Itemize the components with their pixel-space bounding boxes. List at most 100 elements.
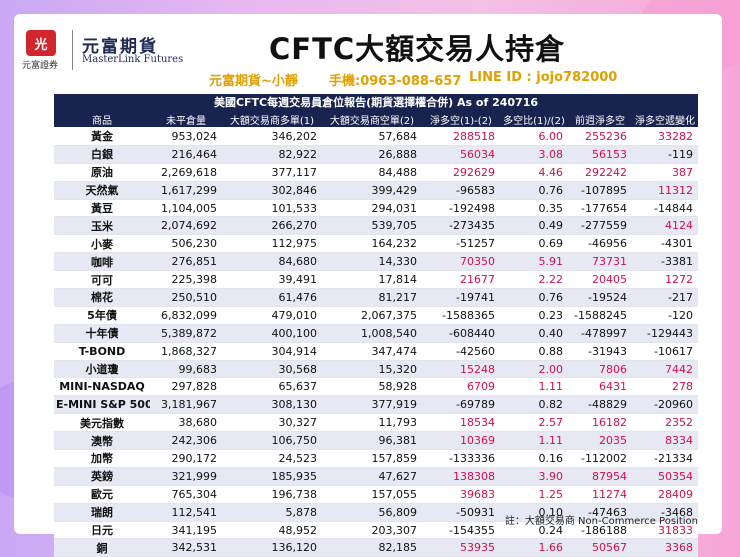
table-cell: 47,627 xyxy=(322,467,422,486)
table-cell: 0.16 xyxy=(500,449,568,468)
table-cell: 61,476 xyxy=(222,288,322,307)
table-cell: 56,809 xyxy=(322,503,422,522)
table-cell: 16182 xyxy=(568,413,632,433)
contact-agent: 元富期貨~小靜 xyxy=(209,74,298,89)
table-cell: 290,172 xyxy=(150,449,222,468)
table-cell: 39683 xyxy=(422,485,500,504)
table-cell: 10369 xyxy=(422,431,500,451)
table-cell: 292242 xyxy=(568,163,632,182)
footnote: 註：大額交易商 Non-Commerce Position xyxy=(504,516,698,527)
table-cell: 14,330 xyxy=(322,252,422,272)
table-row: 咖啡 276,851 84,680 14,330 70350 5.91 73731 -3381 xyxy=(54,252,698,272)
table-cell: 0.23 xyxy=(500,306,568,325)
commodity-name: 日元 xyxy=(54,521,150,540)
table-cell: 7806 xyxy=(568,360,632,379)
table-cell: 21677 xyxy=(422,270,500,290)
table-cell: -120 xyxy=(632,306,698,325)
commodity-name: 白銀 xyxy=(54,145,150,164)
table-cell: 479,010 xyxy=(222,306,322,325)
table-cell: 96,381 xyxy=(322,431,422,451)
table-cell: 53935 xyxy=(422,538,500,557)
table-cell: 255236 xyxy=(568,127,632,146)
table-cell: 2,074,692 xyxy=(150,216,222,236)
table-cell: 2,269,618 xyxy=(150,163,222,182)
commodity-name: T-BOND xyxy=(54,342,150,361)
table-cell: -19741 xyxy=(422,288,500,307)
table-cell: 342,531 xyxy=(150,538,222,557)
commodity-name: 瑞朗 xyxy=(54,503,150,522)
table-cell: 0.24 xyxy=(500,521,568,540)
table-row: 5年債 6,832,099 479,010 2,067,375 -1588365 0.23… xyxy=(54,306,698,325)
table-cell: 0.10 xyxy=(500,503,568,522)
table-cell: 50567 xyxy=(568,538,632,557)
column-header: 大額交易商多單(1) xyxy=(222,111,322,128)
table-cell: -277559 xyxy=(568,216,632,236)
table-cell: 321,999 xyxy=(150,467,222,486)
table-cell: 3,181,967 xyxy=(150,395,222,415)
table-cell: -129443 xyxy=(632,324,698,343)
table-caption: 美國CFTC每週交易員倉位報告(期貨選擇權合併) As of 240716 xyxy=(54,94,698,111)
commodity-name: 十年債 xyxy=(54,324,150,343)
commodity-name: 歐元 xyxy=(54,485,150,504)
table-cell: 82,185 xyxy=(322,538,422,557)
table-row: 小麥 506,230 112,975 164,232 -51257 0.69 -46956-… xyxy=(54,234,698,254)
commodity-name: 黃豆 xyxy=(54,199,150,218)
table-cell: -14844 xyxy=(632,199,698,218)
table-cell: 953,024 xyxy=(150,127,222,146)
brand-name: 元富期貨 xyxy=(82,37,158,57)
table-cell: 26,888 xyxy=(322,145,422,164)
table-cell: 347,474 xyxy=(322,342,422,361)
table-cell: -608440 xyxy=(422,324,500,343)
table-cell: -217 xyxy=(632,288,698,307)
table-cell: 6,832,099 xyxy=(150,306,222,325)
table-cell: 136,120 xyxy=(222,538,322,557)
commodity-name: 美元指數 xyxy=(54,413,150,433)
table-cell: -51257 xyxy=(422,234,500,254)
table-row: 可可 225,398 39,491 17,814 21677 2.22 20405 1272 xyxy=(54,270,698,290)
table-cell: 84,680 xyxy=(222,252,322,272)
commodity-name: 可可 xyxy=(54,270,150,290)
table-cell: 276,851 xyxy=(150,252,222,272)
commodity-name: 小道瓊 xyxy=(54,360,150,379)
table-cell: 11,793 xyxy=(322,413,422,433)
table-row: 棉花 250,510 61,476 81,217 -19741 0.76 -19524 -21… xyxy=(54,288,698,307)
table-cell: 84,488 xyxy=(322,163,422,182)
column-header: 商品 xyxy=(54,111,150,128)
table-cell: 346,202 xyxy=(222,127,322,146)
table-cell: 2352 xyxy=(632,413,698,433)
page-title: CFTC大額交易人持倉 xyxy=(269,32,566,66)
table-cell: 33282 xyxy=(632,127,698,146)
table-cell: 297,828 xyxy=(150,377,222,397)
table-cell: 82,922 xyxy=(222,145,322,164)
table-cell: 101,533 xyxy=(222,199,322,218)
table-cell: 17,814 xyxy=(322,270,422,290)
commodity-name: E-MINI S&P 500 xyxy=(54,395,150,415)
report-card: 光 元富證券 元富期貨 MasterLink Futures CFTC大額交易人… xyxy=(14,14,722,557)
table-cell: 765,304 xyxy=(150,485,222,504)
table-cell: 288518 xyxy=(422,127,500,146)
table-cell: 106,750 xyxy=(222,431,322,451)
table-cell: 1.11 xyxy=(500,377,568,397)
table-cell: -192498 xyxy=(422,199,500,218)
table-row: 歐元 765,304 196,738 157,055 39683 1.25 11274 284… xyxy=(54,485,698,504)
table-cell: 304,914 xyxy=(222,342,322,361)
commodity-name: 咖啡 xyxy=(54,252,150,272)
table-cell: 196,738 xyxy=(222,485,322,504)
table-cell: 20405 xyxy=(568,270,632,290)
table-cell: 50354 xyxy=(632,467,698,486)
table-cell: -50931 xyxy=(422,503,500,522)
commodity-name: 5年債 xyxy=(54,306,150,325)
table-cell: 30,327 xyxy=(222,413,322,433)
table-row: 黃金 953,024 346,202 57,684 288518 6.00 255236 33… xyxy=(54,127,698,146)
table-cell: 30,568 xyxy=(222,360,322,379)
column-header: 前週淨多空 xyxy=(568,111,632,128)
table-cell: 1,008,540 xyxy=(322,324,422,343)
table-row: MINI-NASDAQ 297,828 65,637 58,928 6709 1.11 64… xyxy=(54,377,698,397)
table-cell: -133336 xyxy=(422,449,500,468)
table-row: T-BOND 1,868,327 304,914 347,474 -42560 0.88-… xyxy=(54,342,698,361)
table-cell: 1,617,299 xyxy=(150,181,222,200)
table-cell: 38,680 xyxy=(150,413,222,433)
table-cell: 1.25 xyxy=(500,485,568,504)
table-cell: -186188 xyxy=(568,521,632,540)
table-cell: 56153 xyxy=(568,145,632,164)
